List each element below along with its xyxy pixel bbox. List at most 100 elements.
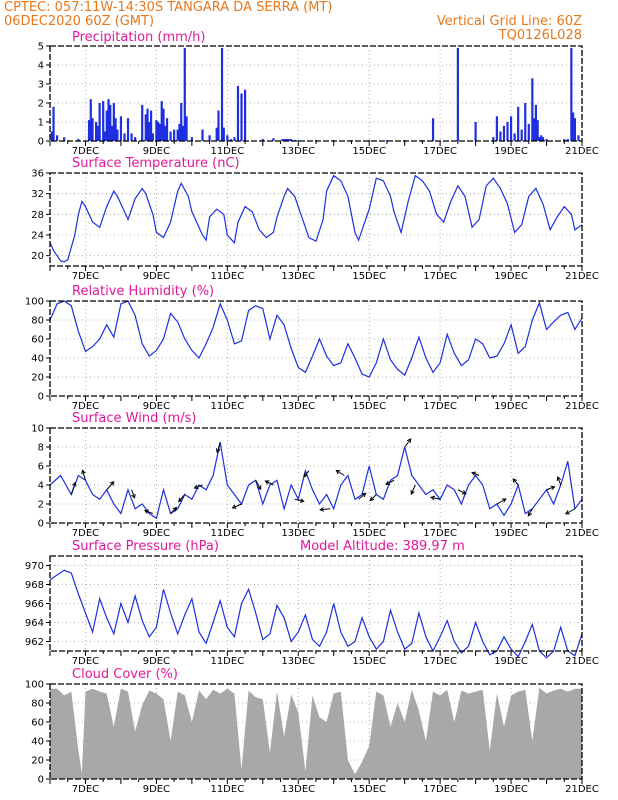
y-tick-label: 28 (31, 210, 44, 221)
precip-bar (499, 131, 502, 141)
x-tick-label: 13DEC (281, 784, 315, 795)
x-tick-label: 17DEC (423, 528, 457, 539)
precip-bar (181, 125, 185, 141)
x-tick-label: 15DEC (352, 401, 386, 412)
wind-arrow-head (109, 481, 115, 486)
x-tick-label: 21DEC (565, 271, 599, 282)
wind-arrow (410, 484, 416, 495)
precip-bar (169, 131, 172, 141)
wind-arrow-head (319, 507, 325, 512)
panel-frame (49, 427, 583, 524)
panel-title: Relative Humidity (%) (72, 284, 214, 299)
precip-bar (151, 133, 154, 141)
x-tick-label: 7DEC (72, 146, 99, 157)
wind-arrow-head (231, 504, 237, 509)
precip-bar (272, 138, 275, 141)
precip-bar (107, 99, 110, 141)
precip-bar (102, 101, 105, 141)
x-tick-label: 19DEC (494, 656, 528, 667)
precip-bar (215, 127, 218, 141)
precip-bar (297, 140, 300, 141)
wind-arrow (565, 508, 576, 515)
wind-arrow (496, 498, 507, 505)
precip-bar (513, 133, 516, 141)
x-tick-label: 9DEC (143, 656, 170, 667)
y-tick-label: 100 (25, 297, 44, 308)
wind-arrow (457, 489, 467, 495)
wind-arrow (320, 508, 331, 511)
precip-bar (110, 125, 114, 141)
wind-arrow-head (556, 476, 562, 482)
y-tick-label: 100 (25, 680, 44, 691)
wind-arrow-head (461, 490, 467, 495)
panel-title: Surface Temperature (nC) (72, 156, 240, 171)
precip-bar (527, 123, 530, 141)
wind-arrow-head (178, 497, 183, 503)
wind-arrow-head (215, 448, 221, 454)
precip-bar (243, 89, 247, 141)
y-tick-label: 0 (38, 392, 44, 403)
wind-arrow (557, 476, 562, 486)
y-tick-label: 80 (31, 316, 44, 327)
wind-arrow-head (564, 510, 570, 515)
x-tick-label: 19DEC (494, 146, 528, 157)
wind-arrow (194, 484, 203, 489)
x-tick-label: 11DEC (210, 784, 244, 795)
x-tick-label: 17DEC (423, 656, 457, 667)
precip-bar (536, 120, 539, 141)
wind-arrow (106, 481, 115, 491)
precip-bar (517, 106, 520, 141)
y-tick-label: 4 (38, 481, 44, 492)
y-tick-label: 3 (38, 80, 44, 91)
y-tick-label: 60 (31, 718, 44, 729)
precip-bar (116, 129, 119, 141)
y-tick-label: 8 (38, 443, 44, 454)
wind-arrow (170, 507, 177, 514)
x-tick-label: 13DEC (281, 401, 315, 412)
precip-bar (109, 104, 112, 141)
wind-arrow-head (257, 485, 262, 491)
y-tick-label: 40 (31, 354, 44, 365)
x-tick-label: 11DEC (210, 271, 244, 282)
series-line (49, 442, 583, 520)
y-tick-label: 966 (25, 599, 44, 610)
precip-bar (233, 137, 236, 141)
precip-bar (157, 122, 160, 141)
precip-bar (112, 103, 115, 141)
x-tick-label: 17DEC (423, 401, 457, 412)
precip-bar (98, 103, 101, 141)
wind-arrow (404, 438, 412, 448)
wind-arrow-head (369, 496, 375, 502)
precip-bar (520, 129, 523, 141)
precip-bar (162, 108, 165, 141)
precip-bar (148, 122, 151, 141)
x-tick-label: 11DEC (210, 401, 244, 412)
series-line (49, 300, 583, 378)
wind-arrow-head (361, 492, 367, 498)
wind-arrow (336, 470, 345, 476)
precip-bar (185, 116, 188, 141)
wind-arrow-head (299, 498, 305, 503)
x-tick-label: 17DEC (423, 271, 457, 282)
y-tick-label: 36 (31, 169, 44, 180)
precip-bar (236, 85, 240, 141)
wind-arrow-head (81, 469, 86, 475)
wind-arrow (144, 510, 154, 514)
precip-bar (119, 116, 123, 141)
x-tick-label: 15DEC (352, 146, 386, 157)
precip-bar (52, 106, 55, 141)
wind-arrow (70, 482, 76, 495)
y-tick-label: 970 (25, 561, 44, 572)
y-tick-label: 32 (31, 189, 44, 200)
x-tick-label: 7DEC (72, 656, 99, 667)
y-tick-label: 964 (25, 618, 44, 629)
precip-bar (566, 139, 569, 141)
wind-arrow-head (193, 484, 199, 490)
wind-arrow (385, 479, 395, 485)
wind-arrow-head (471, 471, 477, 476)
precip-bar (220, 47, 224, 141)
wind-arrow-head (550, 485, 556, 491)
precip-bar (290, 139, 293, 141)
precip-bar (103, 131, 107, 141)
y-tick-label: 80 (31, 699, 44, 710)
